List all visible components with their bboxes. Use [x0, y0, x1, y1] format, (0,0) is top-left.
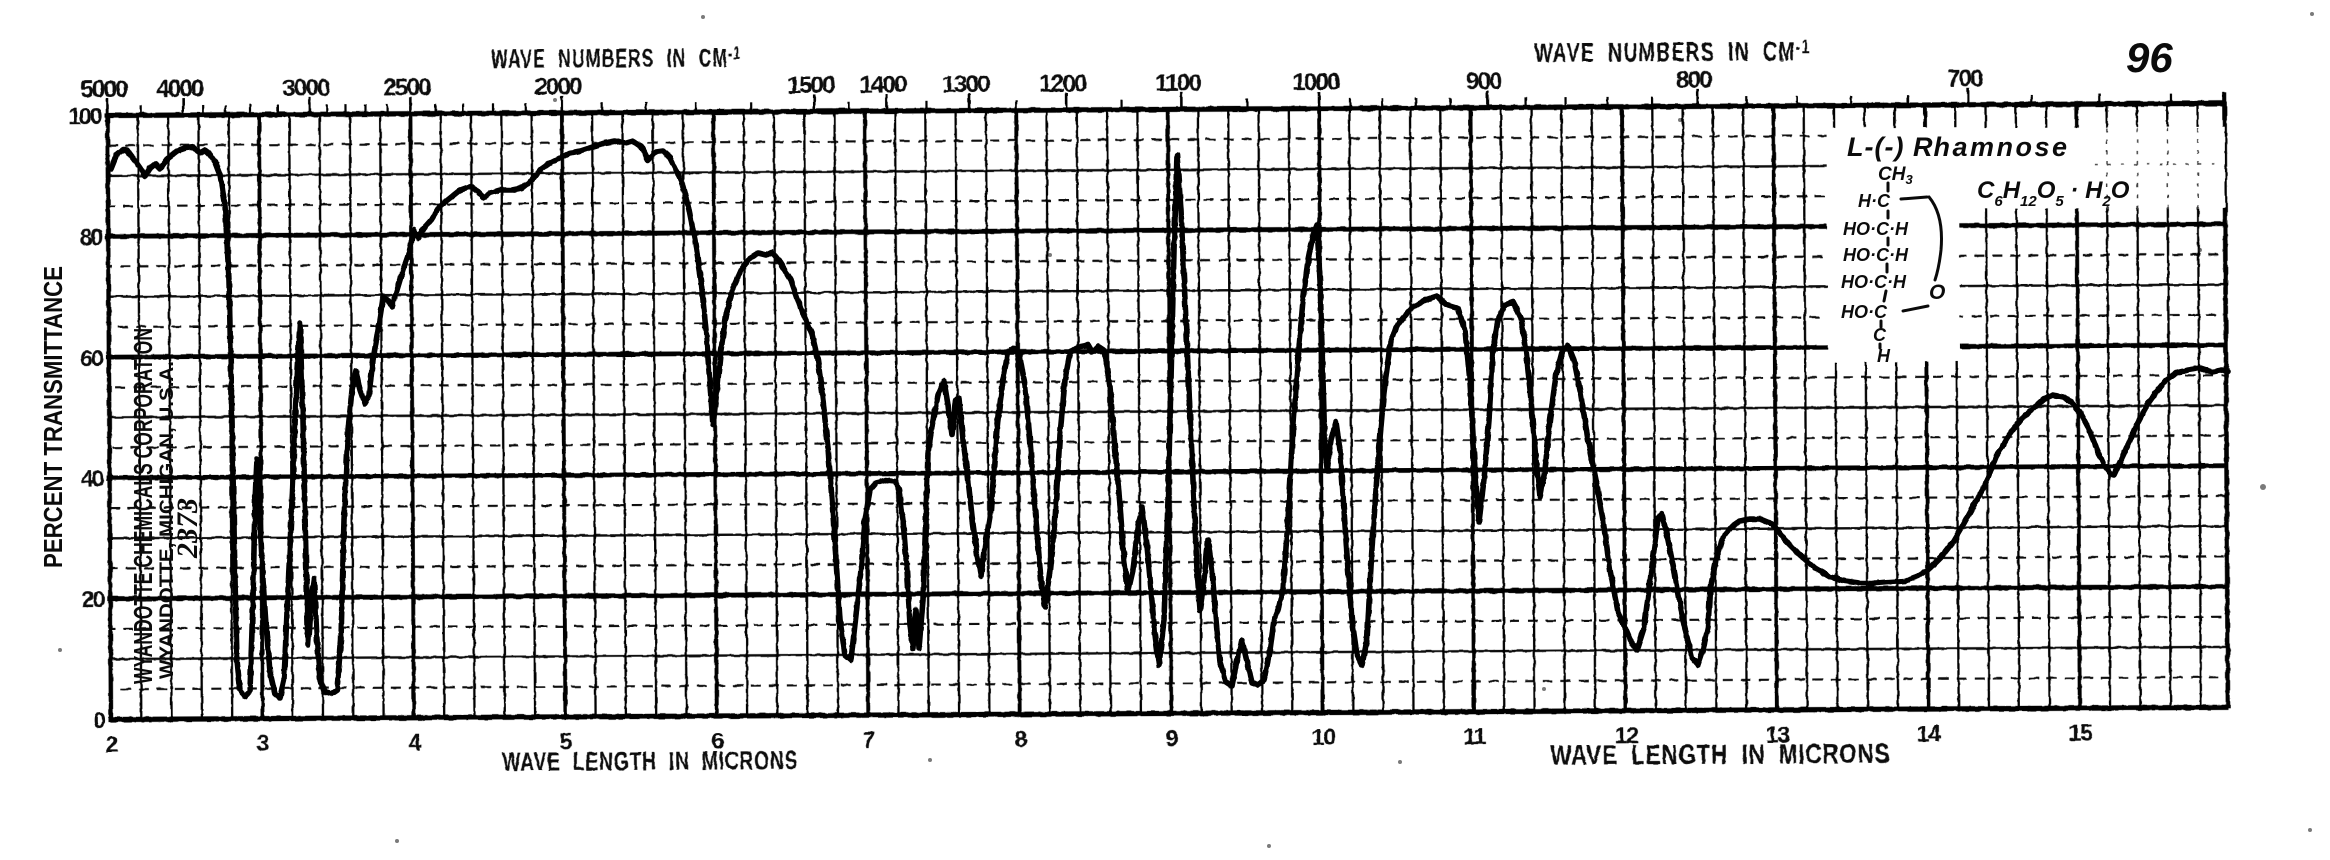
- svg-text:CH3: CH3: [1878, 164, 1913, 187]
- svg-text:WAVE NUMBERS IN CM-1: WAVE NUMBERS IN CM-1: [1534, 36, 1810, 68]
- svg-text:HO·C: HO·C: [1841, 302, 1888, 322]
- svg-text:8: 8: [1014, 726, 1027, 752]
- svg-text:O: O: [1929, 281, 1945, 304]
- svg-text:2373: 2373: [171, 498, 204, 559]
- svg-text:700: 700: [1947, 65, 1983, 92]
- svg-text:7: 7: [862, 727, 875, 753]
- svg-text:4000: 4000: [156, 75, 204, 102]
- svg-text:C: C: [1873, 325, 1887, 345]
- svg-text:1000: 1000: [1292, 69, 1340, 96]
- svg-text:2500: 2500: [383, 74, 431, 101]
- svg-text:80: 80: [80, 224, 103, 250]
- svg-text:H·C: H·C: [1858, 191, 1891, 211]
- svg-text:800: 800: [1676, 67, 1712, 94]
- svg-text:14: 14: [1916, 720, 1941, 746]
- svg-text:9: 9: [1165, 725, 1178, 751]
- svg-text:15: 15: [2068, 720, 2093, 746]
- svg-text:100: 100: [68, 103, 102, 129]
- svg-text:60: 60: [80, 345, 103, 371]
- svg-text:L-(-) Rhamnose: L-(-) Rhamnose: [1847, 132, 2070, 162]
- svg-text:WAVE NUMBERS IN CM-1: WAVE NUMBERS IN CM-1: [491, 43, 741, 73]
- svg-text:12: 12: [1614, 722, 1639, 748]
- svg-text:1500: 1500: [787, 72, 835, 99]
- svg-text:3: 3: [256, 730, 269, 756]
- svg-text:1400: 1400: [859, 71, 907, 98]
- svg-text:20: 20: [82, 586, 105, 612]
- svg-text:40: 40: [81, 465, 104, 491]
- svg-text:H: H: [1877, 346, 1891, 366]
- svg-text:11: 11: [1463, 723, 1486, 749]
- svg-text:13: 13: [1765, 721, 1790, 747]
- svg-text:WAVE LENGTH IN MICRONS: WAVE LENGTH IN MICRONS: [1550, 738, 1890, 771]
- svg-text:6: 6: [711, 727, 724, 753]
- svg-text:5: 5: [559, 728, 572, 754]
- svg-text:96: 96: [2126, 34, 2173, 81]
- svg-text:1200: 1200: [1039, 70, 1087, 97]
- svg-text:HO·C·H: HO·C·H: [1843, 219, 1909, 239]
- svg-text:1100: 1100: [1155, 70, 1202, 97]
- svg-text:1300: 1300: [942, 71, 990, 98]
- svg-text:2: 2: [105, 731, 118, 757]
- svg-text:HO·C·H: HO·C·H: [1843, 245, 1909, 265]
- svg-text:0: 0: [93, 707, 105, 733]
- svg-text:10: 10: [1311, 724, 1336, 750]
- svg-text:5000: 5000: [80, 76, 128, 103]
- svg-text:4: 4: [408, 729, 421, 755]
- svg-text:PERCENT TRANSMITTANCE: PERCENT TRANSMITTANCE: [38, 266, 68, 568]
- svg-text:HO·C·H: HO·C·H: [1841, 272, 1907, 292]
- svg-text:WAVE LENGTH IN MICRONS: WAVE LENGTH IN MICRONS: [502, 745, 798, 777]
- svg-text:3000: 3000: [282, 75, 330, 102]
- svg-text:WYANDOTTE, MICHIGAN, U.S.A.: WYANDOTTE, MICHIGAN, U.S.A.: [157, 361, 178, 679]
- svg-text:2000: 2000: [534, 73, 582, 100]
- svg-text:WYANDOTTE CHEMICALS CORPORATIO: WYANDOTTE CHEMICALS CORPORATION: [128, 328, 158, 684]
- svg-text:900: 900: [1466, 68, 1502, 95]
